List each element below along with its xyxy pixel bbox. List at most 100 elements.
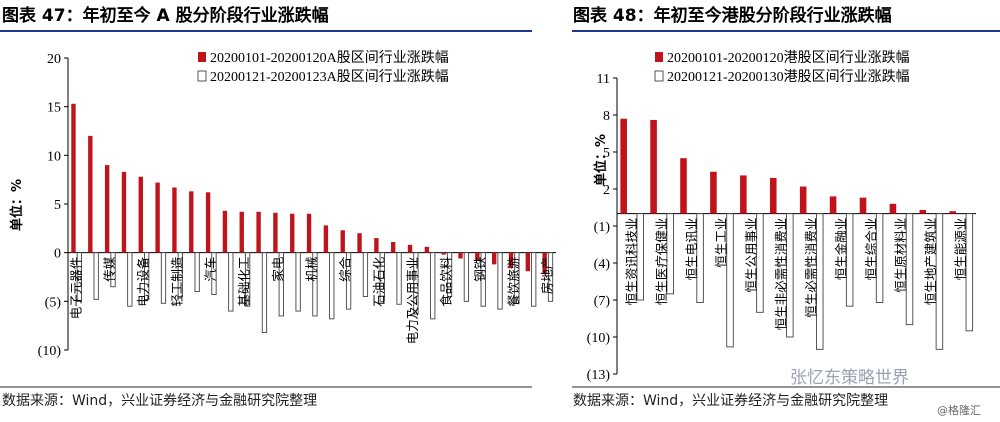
bar-series-1 [799, 186, 807, 214]
category-label: 电力设备 [136, 256, 151, 307]
bar-series-2 [194, 252, 200, 293]
category-label: 恒生金融业 [833, 218, 848, 281]
bar-series-1 [189, 191, 194, 253]
bar-series-2 [905, 213, 914, 326]
bar-series-1 [357, 233, 362, 253]
bar-series-2 [345, 252, 352, 310]
y-tick-label: (13) [587, 368, 611, 383]
bar-series-2 [312, 252, 318, 317]
bar-series-1 [441, 252, 446, 255]
bar-series-1 [323, 225, 329, 253]
bar-series-1 [138, 176, 143, 253]
bar-series-2 [110, 252, 116, 288]
category-label: 食品饮料 [439, 256, 454, 307]
legend-swatch-series-2 [654, 70, 664, 82]
bar-series-2 [261, 252, 268, 333]
chart-47-source: 数据来源：Wind，兴业证券经济与金融研究院整理 [2, 393, 317, 409]
bar-series-2 [480, 252, 486, 307]
bar-series-1 [273, 212, 278, 253]
category-label: 石油石化 [371, 256, 386, 307]
bar-series-2 [547, 252, 554, 302]
bar-series-2 [875, 213, 884, 303]
y-tick-label: (5) [45, 295, 62, 310]
bar-series-2 [531, 252, 537, 307]
bar-series-1 [155, 182, 160, 253]
bar-series-2 [244, 252, 251, 307]
bar-series-2 [93, 252, 99, 300]
bar-series-1 [306, 213, 312, 253]
bar-series-1 [458, 252, 463, 259]
bar-series-1 [205, 192, 211, 253]
bar-series-2 [329, 252, 335, 320]
bar-series-1 [889, 203, 897, 214]
category-label: 电力及公用事业 [405, 257, 420, 345]
bar-series-1 [525, 252, 531, 272]
bar-series-1 [919, 209, 927, 214]
watermark-small-text: @格隆汇 [937, 403, 981, 417]
bar-series-2 [726, 213, 734, 348]
category-label: 钢铁 [472, 256, 487, 282]
bar-series-2 [514, 252, 520, 304]
y-axis-label: 单位：% [9, 179, 25, 231]
category-label: 恒生电讯业 [684, 218, 699, 281]
bar-series-1 [740, 175, 747, 214]
bar-series-1 [172, 187, 177, 253]
bar-series-1 [256, 211, 261, 253]
bar-series-1 [710, 171, 717, 214]
bar-series-2 [756, 213, 764, 313]
category-label: 恒生非必需性消费业 [774, 218, 789, 331]
bar-series-2 [127, 252, 133, 307]
y-tick-label: 8 [603, 109, 610, 124]
category-label: 汽车 [203, 257, 218, 282]
bar-series-2 [965, 213, 974, 332]
category-label: 恒生工业 [714, 218, 729, 268]
category-label: 恒生必需性消费业 [803, 218, 818, 318]
bar-series-1 [104, 165, 110, 253]
bar-series-2 [636, 213, 644, 301]
y-axis-label: 单位：% [593, 134, 609, 186]
bar-series-2 [446, 252, 453, 297]
bar-series-2 [845, 213, 854, 307]
y-tick-label: 5 [603, 146, 610, 161]
legend-swatch-series-2 [197, 70, 207, 82]
y-tick-label: (7) [594, 294, 611, 309]
chart-48-source: 数据来源：Wind，兴业证券经济与金融研究院整理 [573, 393, 888, 409]
bar-series-1 [508, 252, 514, 269]
bar-series-1 [491, 252, 497, 265]
legend-swatch-series-1 [655, 52, 663, 62]
category-label: 传媒 [102, 256, 117, 282]
bar-series-1 [391, 241, 396, 253]
y-tick-label: 10 [47, 149, 61, 164]
bar-series-1 [71, 103, 76, 253]
legend-label: 20200121-20200123A股区间行业涨跌幅 [210, 69, 449, 85]
category-label: 恒生综合业 [863, 218, 878, 281]
bar-series-2 [295, 252, 301, 312]
bar-series-2 [177, 252, 183, 297]
category-label: 电子元器件 [68, 257, 83, 320]
y-tick-label: 15 [47, 101, 61, 116]
bar-series-1 [340, 230, 345, 253]
y-tick-label: 5 [54, 198, 61, 213]
y-tick-label: 2 [603, 183, 610, 198]
category-label: 基础化工 [237, 257, 252, 307]
bar-series-1 [374, 238, 379, 253]
category-label: 恒生能源业 [953, 218, 968, 281]
bar-series-2 [76, 252, 82, 302]
category-label: 综合 [338, 256, 353, 282]
category-label: 机械 [304, 256, 319, 282]
category-label: 恒生原材料业 [893, 218, 908, 293]
legend-label: 20200121-20200130港股区间行业涨跌幅 [667, 69, 910, 85]
category-label: 恒生资讯科技业 [624, 218, 639, 306]
bar-series-2 [413, 252, 419, 315]
watermark-text: 张忆东策略世界 [790, 368, 909, 388]
bar-series-1 [949, 211, 957, 214]
y-tick-label: (10) [587, 331, 611, 346]
bar-series-2 [228, 252, 234, 312]
y-tick-label: (1) [594, 220, 611, 235]
legend-swatch-series-1 [198, 52, 206, 62]
chart-47: 20 15 10 5 0 (5) (10) 单位：% 电子元器件 传媒 电力设备 轻工制造 汽车 基础化工… [9, 50, 556, 359]
bar-series-2 [396, 252, 402, 305]
bar-series-1 [290, 213, 295, 253]
bar-series-2 [666, 213, 674, 295]
bar-series-2 [816, 213, 824, 350]
